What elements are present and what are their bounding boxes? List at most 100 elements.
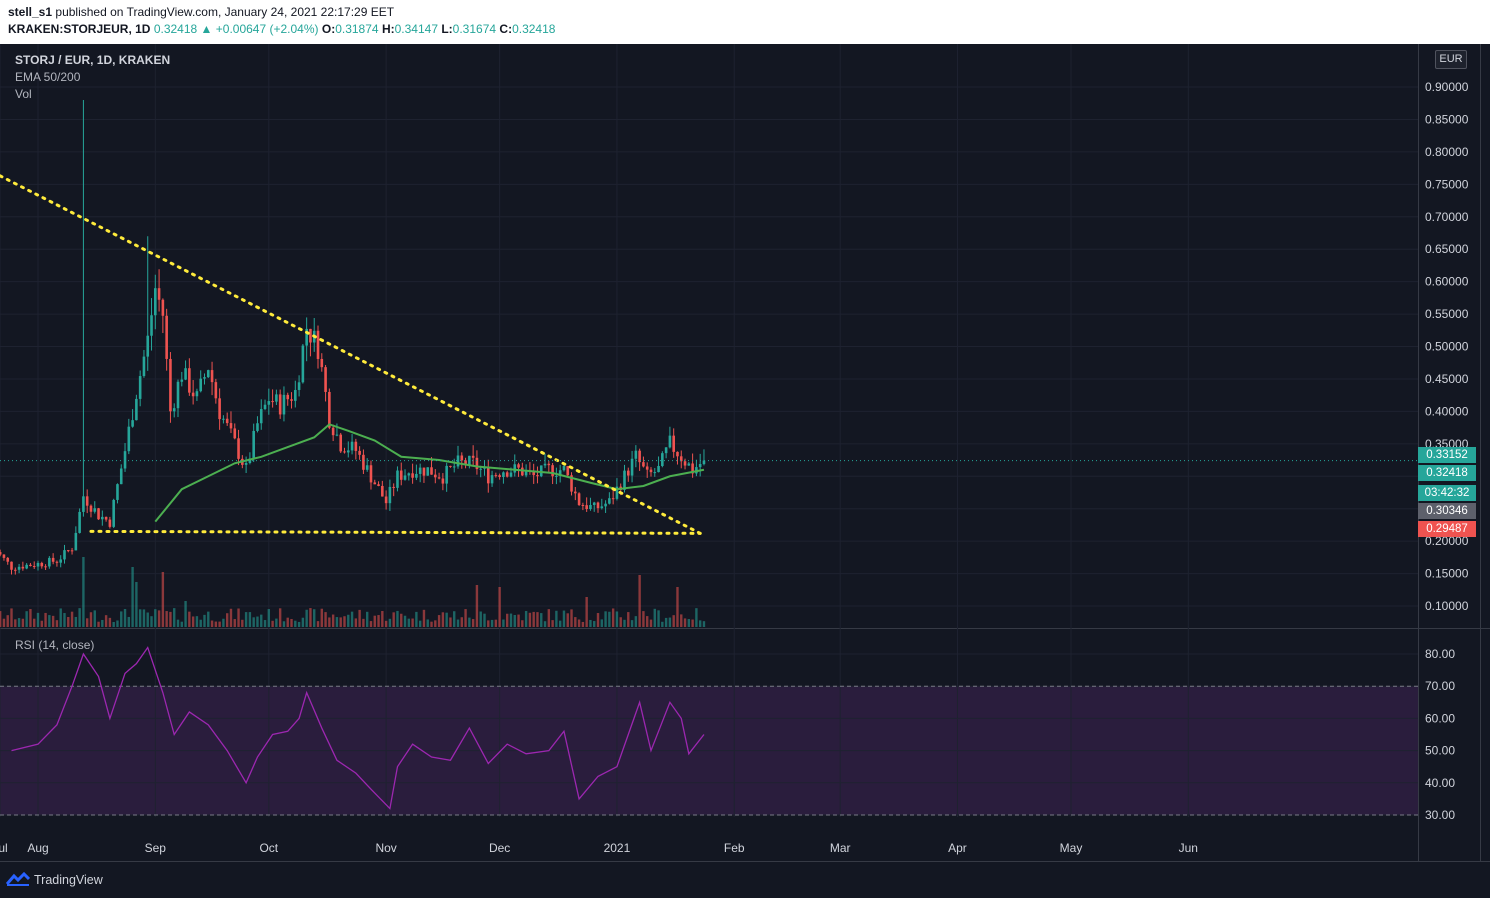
volume-bar [415, 611, 418, 627]
volume-bar [373, 615, 376, 627]
legend-rsi[interactable]: RSI (14, close) [15, 638, 95, 652]
candle-body [392, 486, 395, 488]
volume-bar [445, 612, 448, 627]
volume-bar [490, 619, 494, 627]
rsi-tick-label: 70.00 [1425, 679, 1455, 693]
candle-body [305, 328, 308, 346]
candle-body [161, 299, 165, 316]
volume-bar [25, 611, 28, 627]
candle-body [93, 508, 97, 512]
legend-ema[interactable]: EMA 50/200 [15, 70, 81, 84]
candle-body [294, 389, 297, 401]
candle-body [229, 423, 233, 429]
candle-body [328, 391, 331, 428]
price-tick-label: 0.75000 [1425, 177, 1469, 191]
volume-bar [301, 617, 305, 627]
volume-bar [328, 617, 331, 627]
volume-bar [471, 619, 475, 627]
candle-body [498, 475, 501, 477]
candle-body [434, 474, 437, 478]
volume-bar [142, 609, 146, 627]
volume-bar [388, 618, 392, 627]
candle-body [566, 466, 570, 476]
candle-body [592, 502, 596, 506]
candle-body [468, 455, 471, 466]
candle-body [17, 566, 21, 570]
volume-bar [506, 613, 509, 627]
volume-bar [687, 619, 691, 627]
chart-canvas[interactable]: 0.90000 0.85000 0.80000 0.75000 0.70000 0.650… [0, 44, 1490, 862]
volume-bar [63, 613, 66, 627]
candle-body [233, 428, 237, 439]
candle-body [267, 401, 271, 405]
candle-body [180, 379, 184, 382]
candle-body [358, 450, 361, 455]
volume-bar [225, 613, 229, 627]
volume-bar [138, 609, 142, 627]
candle-body [154, 288, 157, 316]
price-tick-label: 0.70000 [1425, 210, 1469, 224]
volume-bar [532, 611, 535, 627]
price-tick-label: 0.50000 [1425, 340, 1469, 354]
candle-body [536, 475, 539, 477]
volume-bar [369, 621, 373, 627]
volume-bar [252, 617, 255, 627]
currency-button[interactable]: EUR [1435, 50, 1467, 69]
price-tick-label: 0.10000 [1425, 599, 1469, 613]
candle-body [252, 430, 255, 459]
publisher-name[interactable]: stell_s1 [8, 5, 53, 19]
volume-bar [596, 613, 600, 627]
volume-bar [392, 612, 395, 627]
candle-body [589, 505, 592, 510]
volume-bar [335, 617, 339, 627]
volume-bar [683, 618, 687, 627]
volume-bar [517, 614, 520, 627]
volume-bar [479, 611, 482, 627]
candle-body [6, 557, 10, 562]
price-tick-label: 0.90000 [1425, 80, 1469, 94]
candle-body [259, 409, 263, 424]
volume-bar [630, 620, 634, 627]
volume-bar [426, 619, 429, 627]
candle-body [517, 464, 520, 468]
candle-body [29, 564, 32, 567]
candle-body [354, 441, 358, 451]
volume-bar [199, 619, 202, 627]
volume-bar [290, 618, 293, 627]
candle-body [324, 367, 327, 392]
volume-bar [627, 612, 630, 627]
candle-body [146, 335, 150, 357]
volume-bar [112, 621, 115, 627]
time-tick-label: Jul [0, 841, 8, 855]
candle-body [13, 569, 17, 571]
candle-body [123, 451, 127, 469]
candle-body [271, 401, 274, 403]
legend-volume[interactable]: Vol [15, 87, 32, 101]
volume-bar [320, 608, 323, 627]
volume-bar [475, 585, 479, 627]
badge-countdown: 03:42:32 [1418, 485, 1476, 501]
volume-bar [577, 619, 581, 627]
volume-bar [97, 621, 100, 627]
candle-body [532, 471, 535, 476]
volume-bar [173, 608, 176, 627]
volume-bar [354, 618, 358, 627]
candle-body [687, 463, 691, 466]
ohlc-line: KRAKEN:STORJEUR, 1D 0.32418 ▲ +0.00647 (… [8, 22, 555, 36]
candle-body [210, 370, 214, 383]
candle-body [335, 434, 339, 436]
candle-body [505, 472, 509, 477]
volume-bar [150, 616, 153, 627]
volume-bar [165, 611, 168, 627]
volume-bar [664, 617, 668, 627]
candle-body [422, 467, 426, 476]
volume-bar [649, 619, 653, 627]
candle-body [679, 456, 683, 462]
volume-bar [17, 618, 21, 627]
candle-body [437, 477, 441, 479]
footer-brand[interactable]: TradingView [34, 873, 103, 887]
volume-bar [460, 617, 463, 627]
volume-bar [619, 617, 622, 627]
time-tick-label: Dec [489, 841, 510, 855]
badge-red-marker: 0.29487 [1418, 521, 1476, 537]
